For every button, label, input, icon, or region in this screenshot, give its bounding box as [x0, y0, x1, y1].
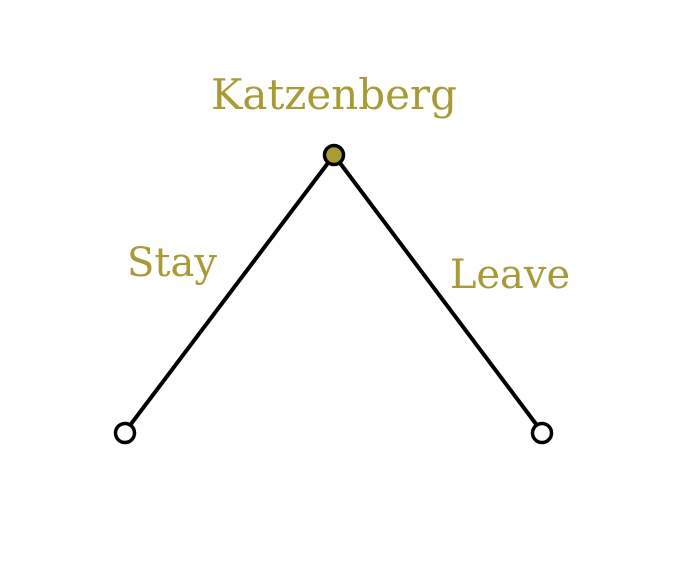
root-node: [322, 143, 346, 167]
branch-label-stay: Stay: [127, 240, 217, 286]
edge-leave: [332, 153, 544, 434]
leaf-node-leave: [530, 421, 554, 445]
edge-stay: [123, 153, 336, 434]
leaf-node-stay: [113, 421, 137, 445]
branch-label-leave: Leave: [450, 252, 570, 298]
root-player-label: Katzenberg: [211, 70, 457, 119]
